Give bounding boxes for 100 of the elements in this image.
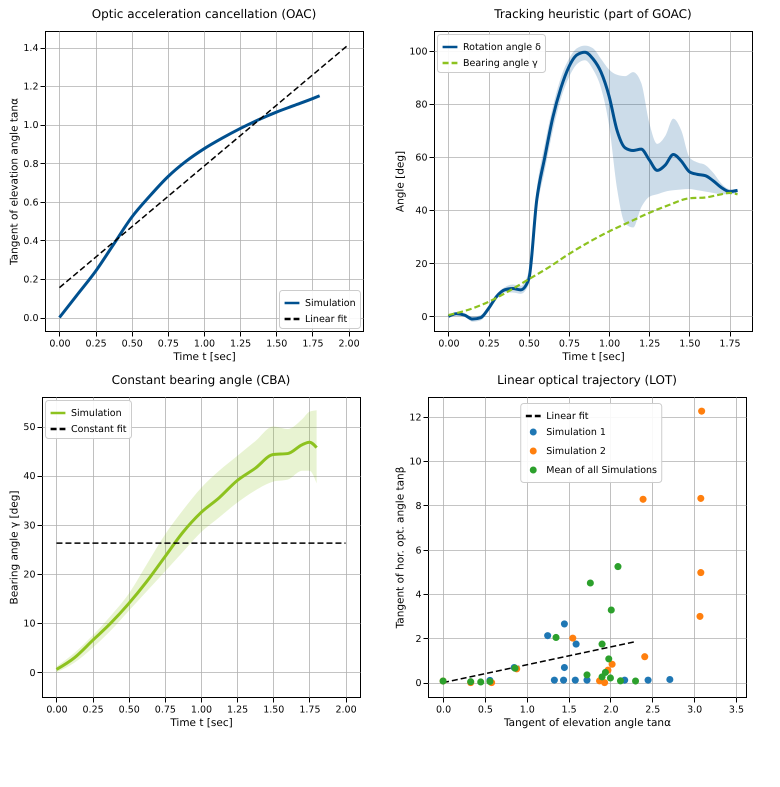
x-tick-label: 1.25 [639, 338, 660, 350]
x-tick-label: 1.0 [520, 704, 535, 716]
point [644, 676, 652, 684]
line-series [447, 192, 739, 316]
x-tick-label: 1.25 [227, 704, 248, 716]
point [616, 677, 624, 684]
point [666, 676, 674, 684]
legend-label: Bearing angle γ [463, 58, 538, 69]
point [598, 640, 606, 648]
y-tick-label: 0.2 [23, 274, 38, 286]
x-tick-label: 0.0 [436, 704, 452, 716]
y-tick-label: 4 [415, 590, 422, 601]
y-tick-label: 8 [415, 500, 422, 512]
point [697, 494, 704, 502]
y-tick-label: 12 [409, 412, 422, 424]
y-tick-label: 0.8 [23, 158, 38, 170]
y-tick-label: 1.4 [23, 43, 38, 54]
x-axis-title: Time t [sec] [561, 351, 625, 363]
point [640, 496, 647, 503]
x-tick-label: 0.75 [158, 338, 179, 350]
y-tick-label: 0 [421, 312, 428, 323]
x-tick-label: 1.00 [194, 338, 216, 350]
legend-label: Simulation 1 [546, 427, 606, 438]
point [698, 408, 706, 415]
point [614, 563, 622, 570]
point [601, 679, 608, 686]
x-tick-label: 0.25 [82, 704, 104, 716]
y-tick-label: 0.0 [23, 313, 38, 324]
y-tick-label: 50 [23, 422, 36, 434]
chart-title: Linear optical trajectory (LOT) [497, 373, 677, 387]
y-tick-label: 80 [415, 100, 428, 111]
x-tick-label: 0.50 [118, 704, 140, 716]
legend-label: Simulation [305, 298, 356, 309]
point [569, 634, 576, 642]
point [696, 612, 704, 620]
point [560, 664, 568, 672]
x-tick-label: 1.50 [679, 338, 700, 350]
y-tick-label: 60 [415, 152, 428, 164]
x-tick-label: 3.5 [728, 704, 744, 716]
x-tick-label: 2.0 [603, 704, 618, 716]
x-tick-label: 0.25 [478, 338, 500, 350]
point [560, 620, 568, 628]
legend-label: Linear fit [546, 411, 589, 422]
y-tick-label: 0 [29, 668, 36, 679]
point [697, 569, 704, 576]
x-tick-label: 1.5 [562, 704, 577, 716]
point [641, 653, 648, 660]
point [560, 676, 568, 684]
chart-title: Tracking heuristic (part of GOAC) [493, 7, 692, 21]
x-axis-title: Tangent of elevation angle tanα [503, 717, 672, 729]
x-tick-label: 0.25 [86, 338, 107, 350]
x-tick-label: 0.00 [46, 704, 68, 716]
x-tick-label: 0.50 [122, 338, 143, 350]
point [606, 674, 614, 682]
x-tick-label: 2.00 [338, 338, 360, 350]
legend-label: Mean of all Simulations [546, 465, 658, 476]
y-tick-label: 1.0 [23, 120, 38, 132]
chart-title: Constant bearing angle (CBA) [112, 373, 290, 387]
x-tick-label: 1.75 [302, 338, 324, 350]
legend-label: Linear fit [305, 314, 348, 325]
y-tick-label: 0.6 [23, 197, 38, 208]
x-tick-label: 2.5 [645, 704, 660, 716]
x-tick-label: 0.5 [478, 704, 493, 716]
y-axis-title: Angle [deg] [394, 150, 406, 212]
point [586, 579, 594, 587]
x-axis-title: Time t [sec] [169, 717, 233, 729]
point [552, 634, 560, 641]
x-tick-label: 3.0 [687, 704, 702, 716]
y-axis-title: Tangent of elevation angle tanα [8, 98, 20, 266]
y-tick-label: 2 [415, 634, 422, 645]
legend-label: Rotation angle δ [463, 42, 542, 53]
x-tick-label: 2.00 [335, 704, 357, 716]
legend-label: Constant fit [71, 424, 127, 435]
x-tick-label: 1.75 [719, 338, 741, 350]
point [583, 671, 591, 678]
x-tick-label: 1.75 [299, 704, 320, 716]
x-tick-label: 0.00 [438, 338, 460, 350]
point [608, 606, 615, 614]
y-tick-label: 20 [23, 570, 36, 581]
point [608, 660, 616, 668]
chart-title: Optic acceleration cancellation (OAC) [92, 7, 316, 21]
x-tick-label: 0.75 [154, 704, 176, 716]
y-tick-label: 30 [23, 520, 36, 532]
legend-label: Simulation 2 [546, 446, 606, 457]
y-tick-label: 0.4 [23, 236, 38, 247]
x-tick-label: 0.75 [558, 338, 580, 350]
y-tick-label: 6 [415, 545, 422, 556]
point [550, 676, 558, 684]
legend-label: Simulation [71, 408, 122, 419]
point [632, 678, 640, 685]
point [572, 676, 579, 684]
point [605, 655, 612, 662]
x-tick-label: 1.00 [190, 704, 212, 716]
y-axis-title: Tangent of hor. opt. angle tanβ [394, 466, 406, 630]
point [477, 678, 484, 686]
x-tick-label: 1.50 [263, 704, 284, 716]
x-tick-label: 1.50 [266, 338, 288, 350]
x-axis-title: Time t [sec] [172, 351, 236, 363]
y-tick-label: 40 [415, 206, 428, 217]
point [598, 673, 606, 680]
